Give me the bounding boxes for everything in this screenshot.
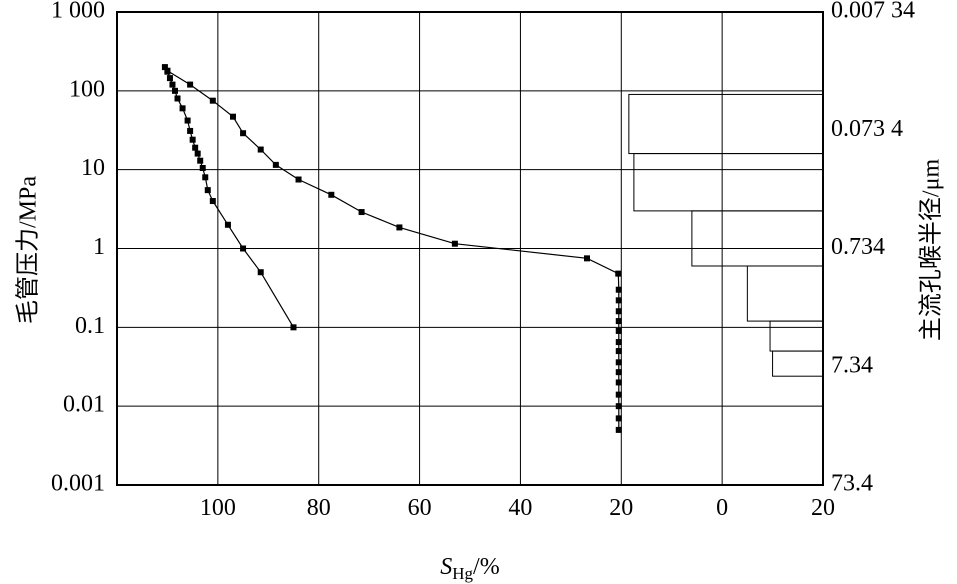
y2-tick-label: 73.4 xyxy=(831,471,873,497)
series-1-point xyxy=(187,81,194,88)
y-axis-tick-labels: 1 000 100 10 1 0.1 0.01 0.001 xyxy=(51,0,105,497)
series-2-point xyxy=(189,136,196,143)
series-1-point xyxy=(358,209,365,216)
plot-frame xyxy=(116,11,824,486)
x-axis-label-symbol: S xyxy=(440,554,452,580)
series-2-point xyxy=(290,324,297,331)
histogram-bar xyxy=(746,265,824,322)
y2-axis-tick-labels: 0.007 34 0.073 4 0.734 7.34 73.4 xyxy=(831,0,915,497)
series-2-point xyxy=(224,221,231,228)
series-2-point xyxy=(184,117,191,124)
pore-throat-histogram xyxy=(628,93,824,377)
x-axis-tick-labels: 100 80 60 40 20 0 20 xyxy=(200,495,835,521)
histogram-bar xyxy=(769,320,824,352)
y-tick-label: 1 xyxy=(93,234,105,260)
histogram-bar xyxy=(772,350,824,377)
series-1-point xyxy=(615,308,622,315)
x-tick-label: 80 xyxy=(307,495,331,521)
x-axis-label-unit: /% xyxy=(473,554,500,580)
series-2-point xyxy=(161,64,168,71)
series-1-point xyxy=(615,327,622,334)
series-1-point xyxy=(615,318,622,325)
series-1-point xyxy=(615,403,622,410)
y-tick-label: 0.01 xyxy=(63,392,105,418)
y2-tick-label: 0.073 4 xyxy=(831,116,903,142)
series-1-point xyxy=(615,297,622,304)
series-2-point xyxy=(197,157,204,164)
y-tick-label: 100 xyxy=(69,76,105,102)
y-tick-label: 1 000 xyxy=(51,0,105,24)
series-1-point xyxy=(615,415,622,422)
series-2-point xyxy=(166,75,173,82)
series-2-point xyxy=(169,81,176,88)
x-tick-label: 0 xyxy=(716,495,728,521)
series-2-point xyxy=(204,187,211,194)
series-1-point xyxy=(229,113,236,120)
series-1-point xyxy=(583,255,590,262)
series-1-point xyxy=(272,161,279,168)
series-1-point xyxy=(615,369,622,376)
series-2-point xyxy=(202,174,209,181)
series-2-point xyxy=(192,144,199,151)
series-2-point xyxy=(187,127,194,134)
x-axis-label-subscript: Hg xyxy=(452,564,473,583)
x-tick-label: 20 xyxy=(609,495,633,521)
series-2-point xyxy=(199,164,206,171)
x-axis-label: SHg/% xyxy=(440,554,499,583)
series-2-point xyxy=(179,105,186,112)
series-2-point xyxy=(240,245,247,252)
series-2-point xyxy=(194,150,201,157)
y2-axis-label: 主流孔喉半径/μm xyxy=(918,159,945,342)
y2-tick-label: 0.007 34 xyxy=(831,0,915,24)
series-2-point xyxy=(164,68,171,75)
series-1-point xyxy=(615,339,622,346)
x-tick-label: 100 xyxy=(200,495,236,521)
y2-tick-label: 0.734 xyxy=(831,234,885,260)
series-2-point xyxy=(257,269,264,276)
series-1-point xyxy=(615,379,622,386)
x-tick-label: 40 xyxy=(508,495,532,521)
series-1-point xyxy=(615,286,622,293)
y-tick-label: 0.001 xyxy=(51,471,105,497)
series-2-point xyxy=(171,87,178,94)
series-1-point xyxy=(451,240,458,247)
series-1-point xyxy=(615,348,622,355)
series-1-point xyxy=(615,270,622,277)
y-axis-label: 毛管压力/MPa xyxy=(15,176,42,324)
series-1-point xyxy=(295,176,302,183)
histogram-bar xyxy=(628,93,824,155)
series-1-point xyxy=(328,191,335,198)
y-tick-label: 0.1 xyxy=(75,313,105,339)
series-1-line xyxy=(167,70,620,430)
series-1-point xyxy=(257,146,264,153)
grid-lines xyxy=(117,11,823,486)
series-1-point xyxy=(615,391,622,398)
y-tick-label: 10 xyxy=(81,155,105,181)
histogram-bar xyxy=(633,153,824,212)
x-tick-label: 60 xyxy=(408,495,432,521)
series-1-point xyxy=(240,130,247,137)
y2-tick-label: 7.34 xyxy=(831,352,873,378)
data-series xyxy=(161,64,622,433)
series-2-point xyxy=(209,198,216,205)
series-1-point xyxy=(615,426,622,433)
series-1-point xyxy=(615,359,622,366)
series-1-point xyxy=(396,224,403,231)
series-1-point xyxy=(209,97,216,104)
series-2-point xyxy=(174,95,181,102)
hist-tick-label: 20 xyxy=(811,495,835,521)
histogram-bar xyxy=(691,210,824,267)
